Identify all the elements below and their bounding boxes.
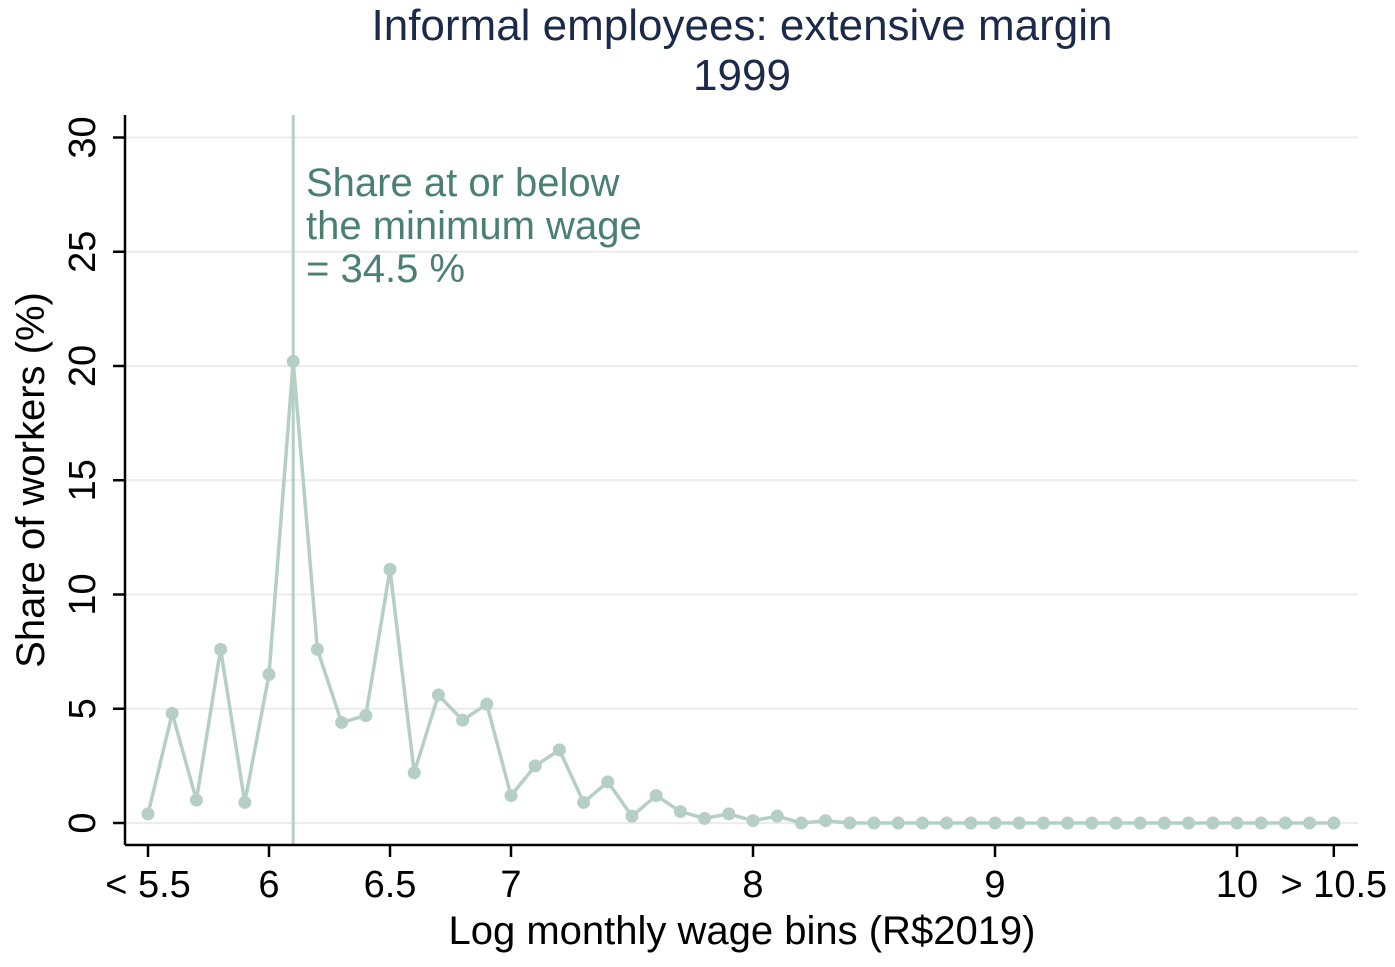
data-point: [141, 807, 155, 821]
data-point: [940, 816, 954, 830]
y-tick-label: 20: [62, 345, 104, 387]
y-tick-label: 15: [62, 459, 104, 501]
data-point: [625, 809, 639, 823]
y-axis-label: Share of workers (%): [9, 292, 53, 668]
data-point: [964, 816, 978, 830]
data-point: [310, 642, 324, 656]
grid-lines: [125, 136, 1358, 824]
y-tick-label: 25: [62, 231, 104, 273]
data-points: [141, 354, 1341, 830]
x-tick-label: 6: [258, 864, 279, 906]
data-point: [673, 805, 687, 819]
x-tick-label: 9: [984, 864, 1005, 906]
annotation-line-3: = 34.5 %: [306, 247, 465, 291]
data-point: [988, 816, 1002, 830]
y-ticks: 0 5 10 15 20 25 30: [62, 116, 125, 834]
data-point: [601, 775, 615, 789]
data-point: [189, 793, 203, 807]
data-point: [1327, 816, 1341, 830]
data-point: [1303, 816, 1317, 830]
x-tick-label: 10: [1216, 864, 1258, 906]
data-point: [746, 814, 760, 828]
data-point: [1109, 816, 1123, 830]
x-axis-label: Log monthly wage bins (R$2019): [448, 909, 1035, 953]
annotation-line-1: Share at or below: [306, 161, 620, 205]
data-point: [431, 688, 445, 702]
data-point: [214, 642, 228, 656]
data-point: [480, 697, 494, 711]
data-point: [843, 816, 857, 830]
data-point: [335, 715, 349, 729]
data-point: [1278, 816, 1292, 830]
data-point: [262, 667, 276, 681]
y-tick-label: 30: [62, 116, 104, 158]
x-tick-label: 7: [500, 864, 521, 906]
data-point: [722, 807, 736, 821]
annotation: Share at or below the minimum wage = 34.…: [306, 161, 642, 291]
y-tick-label: 0: [62, 812, 104, 833]
annotation-line-2: the minimum wage: [306, 204, 642, 248]
data-point: [1206, 816, 1220, 830]
data-point: [819, 814, 833, 828]
data-point: [286, 354, 300, 368]
data-point: [359, 709, 373, 723]
x-ticks: < 5.5 6 6.5 7 8 9 10 > 10.5: [105, 845, 1387, 906]
data-point: [1157, 816, 1171, 830]
data-point: [528, 759, 542, 773]
series-line: [146, 359, 1334, 825]
data-point: [577, 795, 591, 809]
data-point: [165, 706, 179, 720]
data-point: [1254, 816, 1268, 830]
x-tick-label: < 5.5: [105, 864, 191, 906]
data-point: [456, 713, 470, 727]
data-point: [383, 562, 397, 576]
series-polyline: [146, 359, 1334, 825]
data-point: [698, 811, 712, 825]
data-point: [891, 816, 905, 830]
data-point: [915, 816, 929, 830]
x-tick-label: 8: [742, 864, 763, 906]
x-tick-label: > 10.5: [1280, 864, 1387, 906]
data-point: [770, 809, 784, 823]
data-point: [1230, 816, 1244, 830]
data-point: [1061, 816, 1075, 830]
data-point: [649, 789, 663, 803]
data-point: [552, 743, 566, 757]
data-point: [407, 766, 421, 780]
data-point: [504, 789, 518, 803]
data-point: [867, 816, 881, 830]
chart-subtitle: 1999: [693, 51, 791, 100]
chart-title: Informal employees: extensive margin: [372, 1, 1113, 50]
data-point: [1012, 816, 1026, 830]
data-point: [1036, 816, 1050, 830]
data-point: [1133, 816, 1147, 830]
data-point: [794, 816, 808, 830]
y-tick-label: 10: [62, 573, 104, 615]
data-point: [1085, 816, 1099, 830]
x-tick-label: 6.5: [364, 864, 417, 906]
data-point: [238, 795, 252, 809]
data-point: [1182, 816, 1196, 830]
y-tick-label: 5: [62, 698, 104, 719]
